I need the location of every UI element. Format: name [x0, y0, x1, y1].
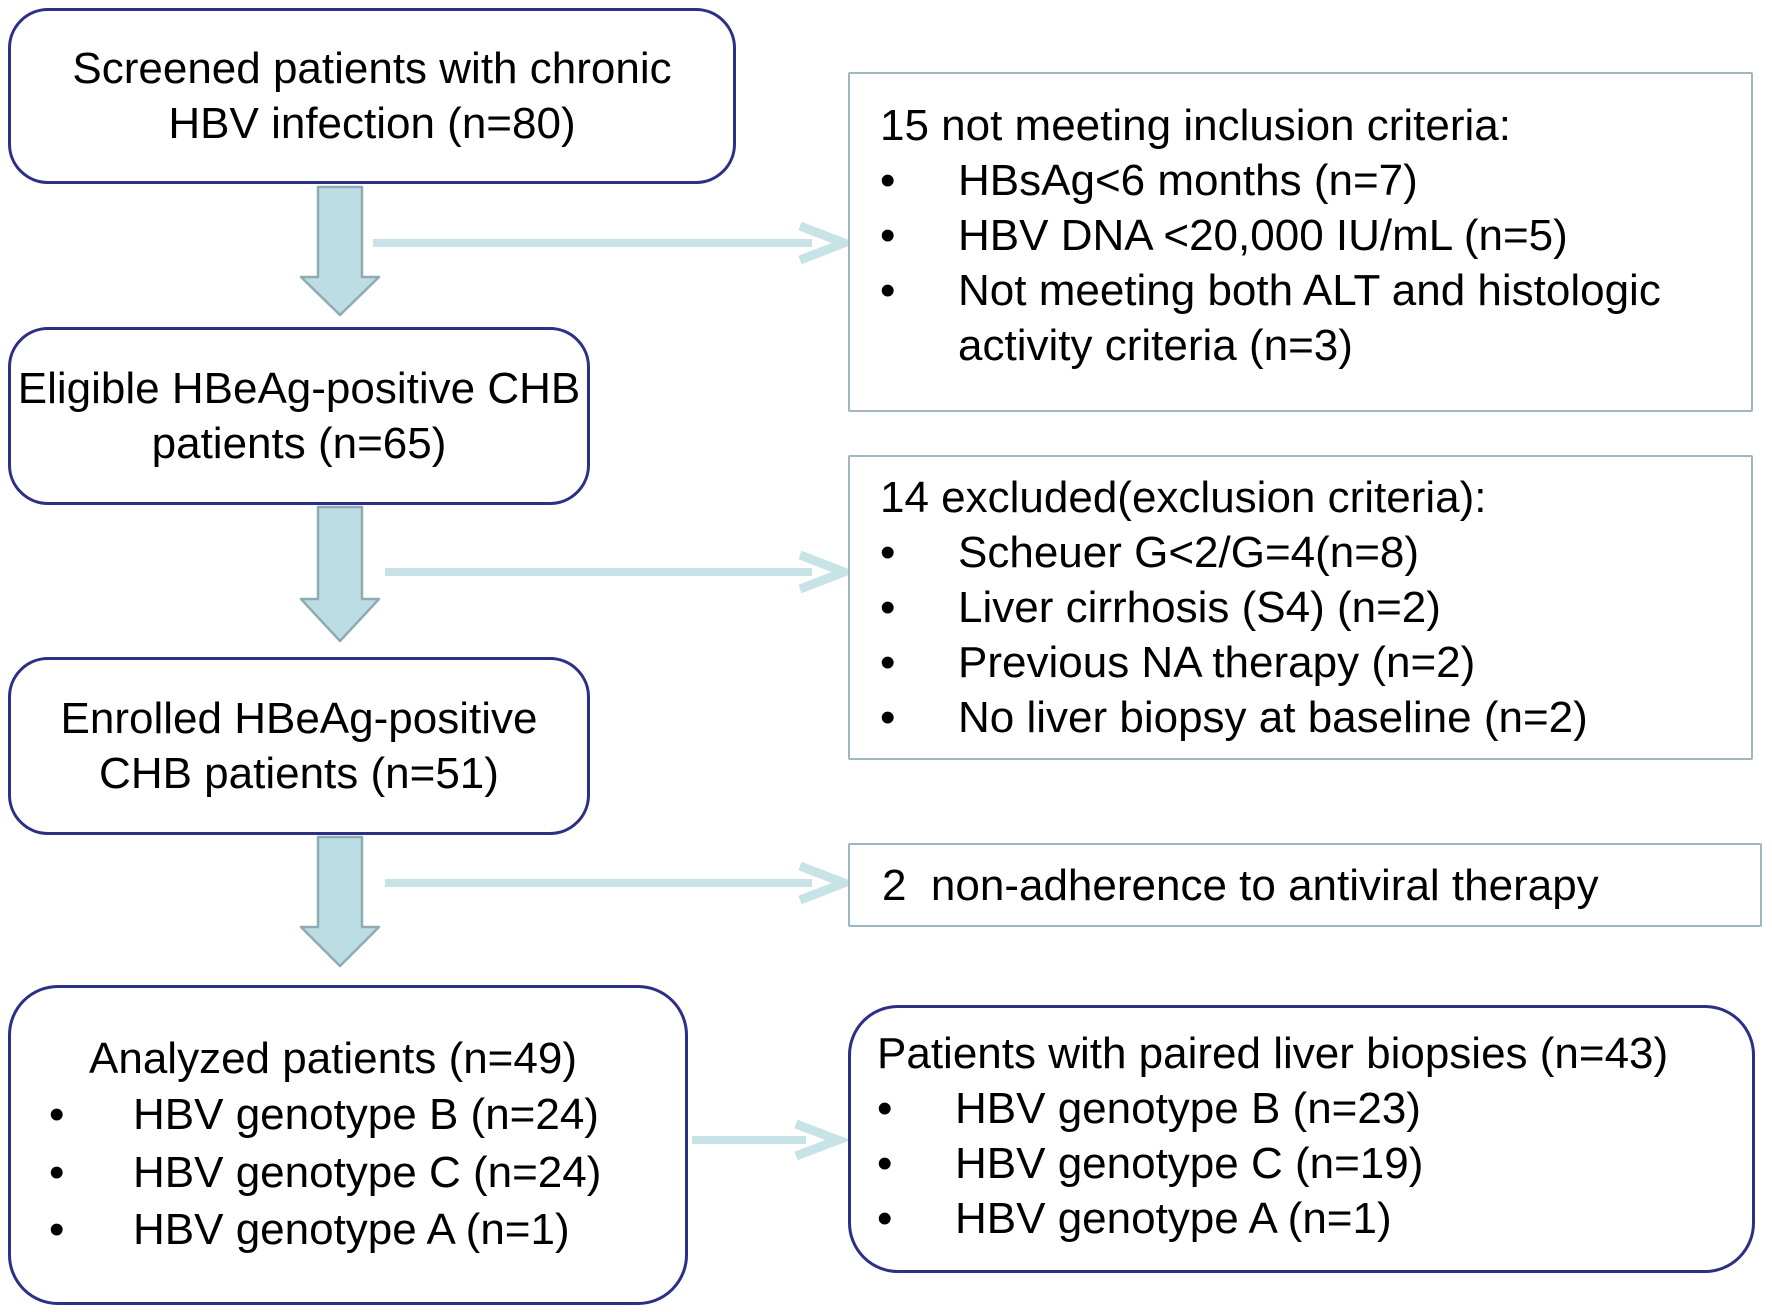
excluded-reason-cirrhosis: Liver cirrhosis (S4) (n=2) — [958, 583, 1441, 632]
genotype-a-analyzed: HBV genotype A (n=1) — [133, 1205, 570, 1255]
excluded-reason-no-biopsy: No liver biopsy at baseline (n=2) — [958, 693, 1588, 742]
bullet-icon: • — [880, 528, 896, 577]
down-arrow-screened-to-eligible — [299, 185, 381, 317]
list-item: • HBV genotype B (n=24) — [11, 1086, 685, 1144]
genotype-c-paired: HBV genotype C (n=19) — [955, 1139, 1424, 1188]
bullet-icon: • — [880, 638, 896, 687]
box-paired-biopsies: Patients with paired liver biopsies (n=4… — [848, 1005, 1755, 1273]
box-screened-text: Screened patients with chronic HBV infec… — [72, 44, 672, 148]
box-not-meeting-inclusion: 15 not meeting inclusion criteria: • HBs… — [848, 72, 1753, 412]
bullet-icon: • — [49, 1147, 65, 1197]
non-adherence-text: 2 non-adherence to antiviral therapy — [882, 860, 1599, 910]
list-item: • HBV DNA <20,000 IU/mL (n=5) — [880, 208, 1737, 263]
box-analyzed-title: Analyzed patients (n=49) — [89, 1034, 577, 1084]
right-arrow-to-paired-biopsies-box — [692, 1119, 851, 1161]
box-eligible-text: Eligible HBeAg-positive CHB patients (n=… — [17, 364, 581, 468]
bullet-icon: • — [49, 1205, 65, 1255]
excluded-title: 14 excluded(exclusion criteria): — [880, 473, 1487, 522]
bullet-icon: • — [49, 1090, 65, 1140]
list-item: • HBsAg<6 months (n=7) — [880, 153, 1737, 208]
list-item: • Liver cirrhosis (S4) (n=2) — [880, 580, 1737, 635]
list-item: • HBV genotype A (n=1) — [11, 1201, 685, 1259]
inclusion-title: 15 not meeting inclusion criteria: — [880, 101, 1511, 150]
bullet-icon: • — [880, 693, 896, 742]
box-enrolled-text: Enrolled HBeAg-positive CHB patients (n=… — [60, 694, 538, 798]
list-item: • Not meeting both ALT and histologic ac… — [880, 263, 1737, 373]
bullet-icon: • — [880, 583, 896, 632]
box-non-adherence: 2 non-adherence to antiviral therapy — [848, 843, 1762, 927]
list-item: • HBV genotype A (n=1) — [877, 1191, 1738, 1246]
bullet-icon: • — [877, 1194, 893, 1243]
genotype-a-paired: HBV genotype A (n=1) — [955, 1194, 1392, 1243]
list-item: • Previous NA therapy (n=2) — [880, 635, 1737, 690]
list-item: • HBV genotype C (n=19) — [877, 1136, 1738, 1191]
bullet-icon: • — [877, 1139, 893, 1188]
paired-biopsies-title: Patients with paired liver biopsies (n=4… — [877, 1029, 1669, 1078]
box-screened-patients: Screened patients with chronic HBV infec… — [8, 8, 736, 184]
excluded-reason-na-therapy: Previous NA therapy (n=2) — [958, 638, 1476, 687]
genotype-b-analyzed: HBV genotype B (n=24) — [133, 1090, 599, 1140]
list-item: • HBV genotype B (n=23) — [877, 1081, 1738, 1136]
list-item: • No liver biopsy at baseline (n=2) — [880, 690, 1737, 745]
down-arrow-eligible-to-enrolled — [299, 505, 381, 643]
bullet-icon: • — [880, 211, 896, 260]
genotype-b-paired: HBV genotype B (n=23) — [955, 1084, 1421, 1133]
inclusion-reason-dna: HBV DNA <20,000 IU/mL (n=5) — [958, 211, 1568, 260]
box-analyzed-patients: Analyzed patients (n=49) • HBV genotype … — [8, 985, 688, 1305]
list-item: • Scheuer G<2/G=4(n=8) — [880, 525, 1737, 580]
box-excluded: 14 excluded(exclusion criteria): • Scheu… — [848, 455, 1753, 760]
box-eligible-patients: Eligible HBeAg-positive CHB patients (n=… — [8, 327, 590, 505]
right-arrow-to-inclusion-box — [373, 221, 857, 265]
bullet-icon: • — [877, 1084, 893, 1133]
genotype-c-analyzed: HBV genotype C (n=24) — [133, 1147, 602, 1197]
excluded-reason-scheuer: Scheuer G<2/G=4(n=8) — [958, 528, 1420, 577]
right-arrow-to-exclusion-box — [385, 550, 857, 594]
right-arrow-to-nonadherence-box — [385, 861, 857, 905]
bullet-icon: • — [880, 266, 896, 315]
inclusion-reason-hbsag: HBsAg<6 months (n=7) — [958, 156, 1418, 205]
box-enrolled-patients: Enrolled HBeAg-positive CHB patients (n=… — [8, 657, 590, 835]
list-item: • HBV genotype C (n=24) — [11, 1144, 685, 1202]
down-arrow-enrolled-to-analyzed — [299, 835, 381, 968]
inclusion-reason-alt-histology: Not meeting both ALT and histologic acti… — [958, 266, 1661, 370]
bullet-icon: • — [880, 156, 896, 205]
